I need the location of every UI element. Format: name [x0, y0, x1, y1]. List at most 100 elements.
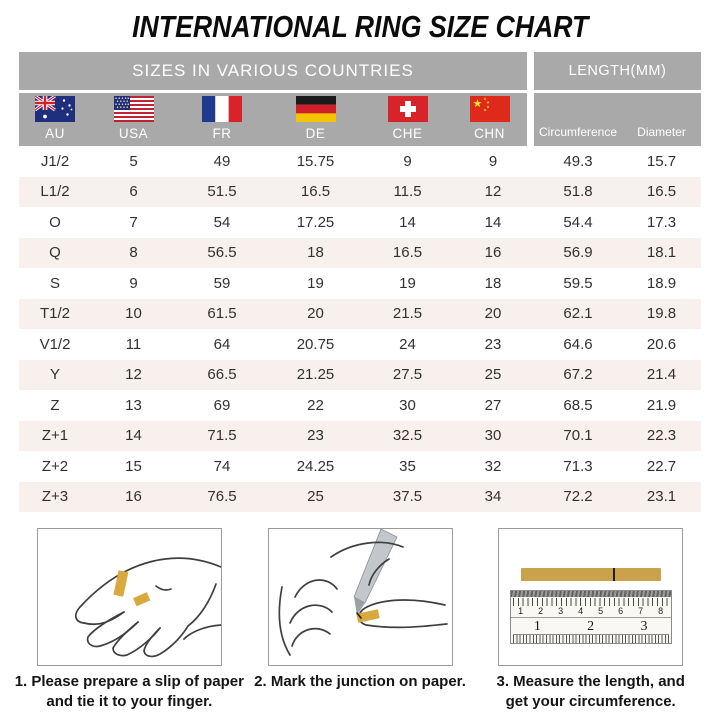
junction-mark — [612, 568, 615, 581]
table-row: Z+3 16 76.5 25 37.5 34 72.2 23.1 — [19, 481, 701, 512]
table-cell: 66.5 — [207, 366, 237, 384]
table-cell: 67.2 — [563, 366, 593, 384]
table-cell: 30 — [399, 396, 416, 414]
table-cell: 8 — [129, 244, 138, 262]
china-flag-icon — [469, 96, 510, 122]
table-cell: 51.5 — [207, 183, 237, 201]
table-cell: 27.5 — [392, 366, 423, 384]
column-fr: FR — [176, 93, 268, 146]
table-cell: S — [49, 274, 60, 292]
table-cell: 22.3 — [646, 427, 677, 445]
table-cell: 15.7 — [646, 152, 677, 170]
table-cell: 12 — [484, 183, 502, 201]
ruler-number: 7 — [638, 606, 644, 616]
ruler-number: 3 — [558, 606, 564, 616]
table-cell: 35 — [399, 457, 416, 475]
pen-marking-junction-illustration — [267, 528, 453, 666]
table-cell: 12 — [125, 366, 142, 384]
table-row: Q 8 56.5 18 16.5 16 56.9 18.1 — [19, 237, 701, 268]
switzerland-flag-icon — [387, 96, 428, 122]
instruction-steps: 1. Please prepare a slip of paper and ti… — [0, 528, 720, 713]
table-cell: 11 — [125, 335, 142, 353]
table-cell: O — [49, 213, 61, 231]
table-cell: 34 — [484, 488, 502, 506]
table-cell: 54.4 — [563, 213, 593, 231]
step-3-caption-line2: get your circumference. — [505, 693, 676, 711]
column-label-au: AU — [45, 126, 65, 141]
table-cell: J1/2 — [40, 152, 70, 170]
table-cell: 20 — [307, 305, 324, 323]
table-cell: 64 — [213, 335, 231, 353]
column-label-che: CHE — [392, 126, 423, 141]
table-cell: 20.75 — [296, 335, 335, 353]
column-label-fr: FR — [212, 126, 232, 141]
table-row: Z 13 69 22 30 27 68.5 21.9 — [19, 390, 701, 421]
group-header-row: SIZES IN VARIOUS COUNTRIES LENGTH(MM) — [19, 52, 701, 90]
column-label-de: DE — [305, 126, 326, 141]
table-cell: 16.5 — [646, 183, 677, 201]
table-cell: 15 — [125, 457, 142, 475]
table-body: J1/2 5 49 15.75 9 9 49.3 15.7 L1/2 6 51.5 16.5 11.5 1… — [19, 146, 701, 512]
ruler-number: 1 — [518, 606, 524, 616]
step-1-caption: 1. Please prepare a slip of paper and ti… — [15, 672, 244, 713]
header-divider — [527, 52, 534, 90]
table-cell: 25 — [307, 488, 324, 506]
table-cell: 54 — [213, 213, 231, 231]
table-cell: 24.25 — [296, 457, 335, 475]
table-cell: 32 — [484, 457, 502, 475]
table-cell: 61.5 — [207, 305, 237, 323]
column-label-diameter: Diameter — [637, 125, 686, 139]
table-cell: 49.3 — [563, 152, 593, 170]
table-row: V1/2 11 64 20.75 24 23 64.6 20.6 — [19, 329, 701, 360]
table-cell: 21.25 — [296, 366, 335, 384]
table-cell: Z+2 — [41, 457, 69, 475]
germany-flag-icon — [295, 96, 336, 122]
step-2: 2. Mark the junction on paper. — [245, 528, 476, 713]
table-cell: V1/2 — [39, 335, 71, 353]
table-cell: 49 — [213, 152, 231, 170]
table-cell: 23 — [307, 427, 324, 445]
table-cell: 74 — [213, 457, 231, 475]
table-cell: Z — [50, 396, 60, 414]
table-cell: 19 — [307, 274, 324, 292]
table-cell: 14 — [399, 213, 416, 231]
australia-flag-icon — [35, 96, 75, 122]
ruler-number: 1 — [533, 619, 541, 634]
table-cell: 16.5 — [300, 183, 331, 201]
ruler-cm-numbers: 1 2 3 4 5 6 7 8 — [511, 606, 671, 617]
table-cell: 7 — [129, 213, 138, 231]
table-cell: 32.5 — [392, 427, 423, 445]
table-cell: 9 — [403, 152, 412, 170]
column-label-circumference: Circumference — [538, 125, 618, 139]
table-cell: 24 — [399, 335, 416, 353]
step-1-caption-line1: 1. Please prepare a slip of paper — [14, 673, 244, 690]
length-columns: Circumference Diameter — [534, 93, 701, 146]
table-cell: 17.3 — [646, 213, 677, 231]
table-row: T1/2 10 61.5 20 21.5 20 62.1 19.8 — [19, 298, 701, 329]
table-row: L1/2 6 51.5 16.5 11.5 12 51.8 16.5 — [19, 176, 701, 207]
ring-size-chart-table: SIZES IN VARIOUS COUNTRIES LENGTH(MM) — [19, 52, 701, 512]
table-cell: 6 — [129, 183, 138, 201]
table-cell: 23.1 — [646, 488, 677, 506]
table-cell: 30 — [484, 427, 502, 445]
table-cell: 9 — [488, 152, 498, 170]
ruler-inch-ticks — [512, 634, 669, 643]
table-cell: 9 — [129, 274, 138, 292]
usa-flag-icon — [113, 96, 154, 122]
table-row: S 9 59 19 19 18 59.5 18.9 — [19, 268, 701, 299]
group-header-length: LENGTH(MM) — [534, 52, 701, 90]
table-cell: 68.5 — [563, 396, 593, 414]
ruler-number: 2 — [538, 606, 544, 616]
ruler-number: 2 — [587, 619, 595, 634]
step-3-caption-line1: 3. Measure the length, and — [496, 673, 685, 690]
step-1-caption-line2: and tie it to your finger. — [46, 693, 213, 711]
ruler-number: 3 — [640, 619, 648, 634]
table-cell: 62.1 — [563, 305, 593, 323]
table-row: O 7 54 17.25 14 14 54.4 17.3 — [19, 207, 701, 238]
table-cell: 16 — [125, 488, 142, 506]
table-cell: 25 — [484, 366, 502, 384]
table-cell: 71.5 — [207, 427, 237, 445]
table-cell: 72.2 — [563, 488, 593, 506]
ruler-number: 5 — [598, 606, 604, 616]
table-cell: 13 — [125, 396, 142, 414]
